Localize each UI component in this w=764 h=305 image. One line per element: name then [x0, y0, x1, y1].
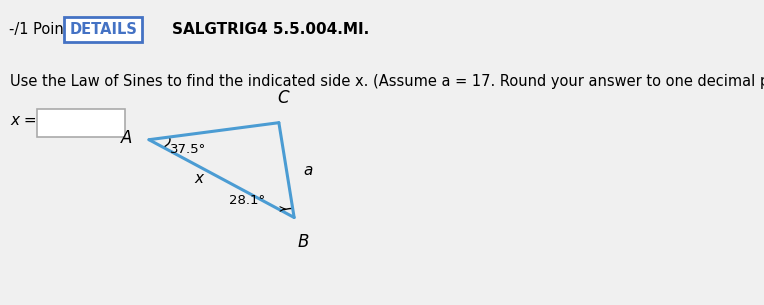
FancyBboxPatch shape	[37, 109, 125, 137]
Text: x =: x =	[10, 113, 37, 128]
Text: -/1 Points]: -/1 Points]	[9, 22, 83, 37]
Text: a: a	[303, 163, 312, 178]
Text: Use the Law of Sines to find the indicated side x. (Assume a = 17. Round your an: Use the Law of Sines to find the indicat…	[10, 74, 764, 89]
Text: 28.1°: 28.1°	[229, 194, 265, 207]
Text: DETAILS: DETAILS	[70, 22, 137, 37]
Text: C: C	[277, 89, 289, 107]
Text: 37.5°: 37.5°	[170, 143, 206, 156]
Text: B: B	[298, 233, 309, 251]
Text: SALGTRIG4 5.5.004.MI.: SALGTRIG4 5.5.004.MI.	[172, 22, 369, 37]
Text: A: A	[121, 130, 132, 148]
Text: x: x	[194, 171, 203, 186]
